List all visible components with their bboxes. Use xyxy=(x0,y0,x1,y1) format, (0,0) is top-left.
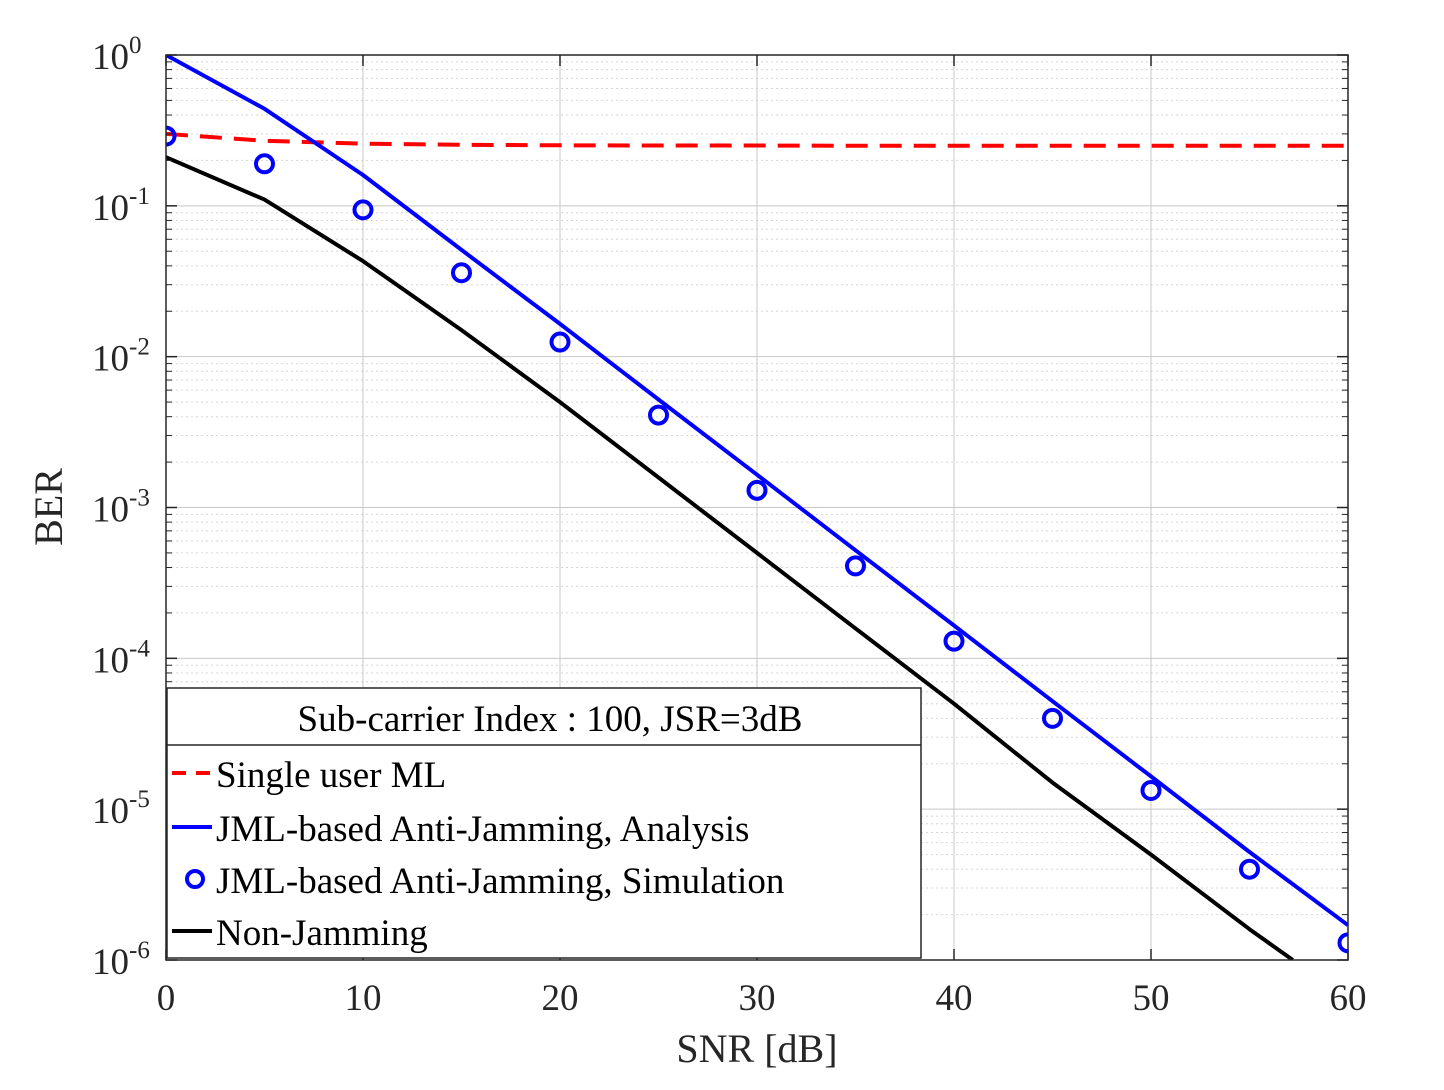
marker-jml-based-anti-jamming-simulation xyxy=(746,479,768,501)
marker-jml-based-anti-jamming-simulation xyxy=(943,630,965,652)
y-tick-label: 100 xyxy=(92,32,142,78)
marker-jml-based-anti-jamming-simulation xyxy=(1140,779,1162,801)
marker-jml-based-anti-jamming-simulation xyxy=(549,331,571,353)
x-tick-label: 10 xyxy=(345,978,382,1019)
x-tick-label: 30 xyxy=(739,978,776,1019)
x-tick-label: 60 xyxy=(1330,978,1367,1019)
legend-label-jml-analysis: JML-based Anti-Jamming, Analysis xyxy=(216,809,749,850)
legend-title: Sub-carrier Index : 100, JSR=3dB xyxy=(298,699,803,740)
x-tick-label: 40 xyxy=(936,978,973,1019)
y-tick-label: 10-4 xyxy=(92,635,150,681)
series-layer xyxy=(166,55,1348,960)
legend-label-single-user-ml: Single user ML xyxy=(216,755,446,796)
legend-sample-jml-simulation xyxy=(185,869,205,889)
marker-jml-based-anti-jamming-simulation xyxy=(254,153,275,175)
x-tick-label: 0 xyxy=(157,978,176,1019)
marker-jml-based-anti-jamming-simulation xyxy=(352,199,374,221)
legend-box xyxy=(166,687,922,959)
y-axis-label: BER xyxy=(26,468,71,546)
marker-jml-based-anti-jamming-simulation xyxy=(648,404,669,426)
y-tick-label: 10-5 xyxy=(92,786,150,832)
marker-jml-based-anti-jamming-simulation xyxy=(1239,858,1260,880)
series-line-jml-based-anti-jamming-analysis xyxy=(166,55,1348,927)
x-tick-labels: 0 10 20 30 40 50 60 xyxy=(157,978,1367,1019)
y-tick-label: 10-2 xyxy=(92,334,150,380)
legend: Sub-carrier Index : 100, JSR=3dB Single … xyxy=(166,687,922,959)
marker-jml-based-anti-jamming-simulation xyxy=(166,125,177,147)
x-axis-label: SNR [dB] xyxy=(676,1026,837,1071)
x-tick-label: 20 xyxy=(542,978,579,1019)
marker-jml-based-anti-jamming-simulation xyxy=(451,262,472,284)
y-tick-label: 10-6 xyxy=(92,937,150,983)
marker-jml-based-anti-jamming-simulation xyxy=(1337,932,1348,954)
legend-label-non-jamming: Non-Jamming xyxy=(216,913,428,954)
x-tick-label: 50 xyxy=(1133,978,1170,1019)
y-tick-label: 10-3 xyxy=(92,485,150,531)
marker-jml-based-anti-jamming-simulation xyxy=(1042,707,1063,729)
series-line-non-jamming xyxy=(166,155,1294,960)
y-tick-labels: 100 10-1 10-2 10-3 10-4 10-5 10-6 xyxy=(92,32,150,983)
legend-label-jml-simulation: JML-based Anti-Jamming, Simulation xyxy=(216,861,784,902)
y-tick-label: 10-1 xyxy=(92,183,150,229)
marker-jml-based-anti-jamming-simulation xyxy=(845,555,866,577)
series-line-single-user-ml xyxy=(166,131,1348,148)
